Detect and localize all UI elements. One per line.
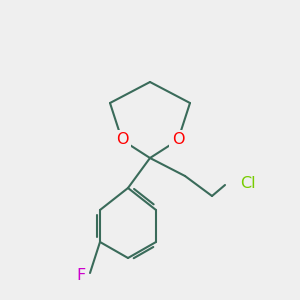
Text: Cl: Cl <box>240 176 256 190</box>
Text: O: O <box>172 133 184 148</box>
Text: F: F <box>77 268 86 284</box>
Text: O: O <box>116 133 128 148</box>
